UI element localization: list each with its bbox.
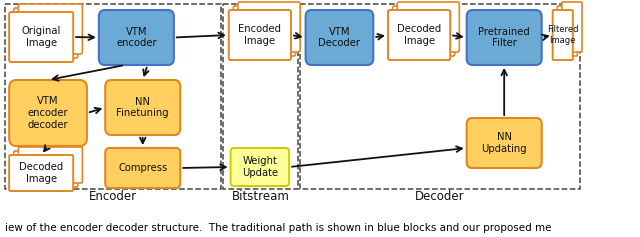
Bar xyxy=(223,4,298,189)
Text: Decoder: Decoder xyxy=(415,191,465,204)
FancyBboxPatch shape xyxy=(562,2,582,52)
FancyBboxPatch shape xyxy=(19,147,83,183)
Text: Weight
Update: Weight Update xyxy=(242,156,278,178)
Text: Pretrained
Filter: Pretrained Filter xyxy=(478,27,530,48)
FancyBboxPatch shape xyxy=(553,10,573,60)
FancyBboxPatch shape xyxy=(388,10,450,60)
Text: Encoder: Encoder xyxy=(89,191,137,204)
Text: Bitstream: Bitstream xyxy=(232,191,290,204)
FancyBboxPatch shape xyxy=(105,80,180,135)
Text: Decoded
Image: Decoded Image xyxy=(19,162,63,184)
Text: NN
Finetuning: NN Finetuning xyxy=(116,97,169,118)
FancyBboxPatch shape xyxy=(467,118,541,168)
FancyBboxPatch shape xyxy=(467,10,541,65)
FancyBboxPatch shape xyxy=(238,2,300,52)
FancyBboxPatch shape xyxy=(306,10,373,65)
FancyBboxPatch shape xyxy=(557,6,577,56)
Bar xyxy=(4,4,221,189)
FancyBboxPatch shape xyxy=(9,80,87,146)
Text: VTM
Decoder: VTM Decoder xyxy=(319,27,360,48)
FancyBboxPatch shape xyxy=(19,4,83,54)
FancyBboxPatch shape xyxy=(228,10,291,60)
FancyBboxPatch shape xyxy=(230,148,289,186)
Text: VTM
encoder
decoder: VTM encoder decoder xyxy=(28,96,68,130)
Text: Decoded
Image: Decoded Image xyxy=(397,24,441,46)
FancyBboxPatch shape xyxy=(392,6,455,56)
FancyBboxPatch shape xyxy=(99,10,174,65)
FancyBboxPatch shape xyxy=(234,6,296,56)
Text: VTM
encoder: VTM encoder xyxy=(116,27,157,48)
FancyBboxPatch shape xyxy=(397,2,460,52)
Text: NN
Updating: NN Updating xyxy=(481,132,527,154)
Text: Compress: Compress xyxy=(118,163,168,173)
FancyBboxPatch shape xyxy=(105,148,180,188)
Text: Filtered
Image: Filtered Image xyxy=(547,25,579,45)
Text: iew of the encoder decoder structure.  The traditional path is shown in blue blo: iew of the encoder decoder structure. Th… xyxy=(4,223,551,233)
Bar xyxy=(300,4,580,189)
Text: Original
Image: Original Image xyxy=(22,26,61,48)
FancyBboxPatch shape xyxy=(13,151,78,187)
FancyBboxPatch shape xyxy=(13,8,78,58)
Text: Encoded
Image: Encoded Image xyxy=(238,24,282,46)
FancyBboxPatch shape xyxy=(9,12,73,62)
FancyBboxPatch shape xyxy=(9,155,73,191)
